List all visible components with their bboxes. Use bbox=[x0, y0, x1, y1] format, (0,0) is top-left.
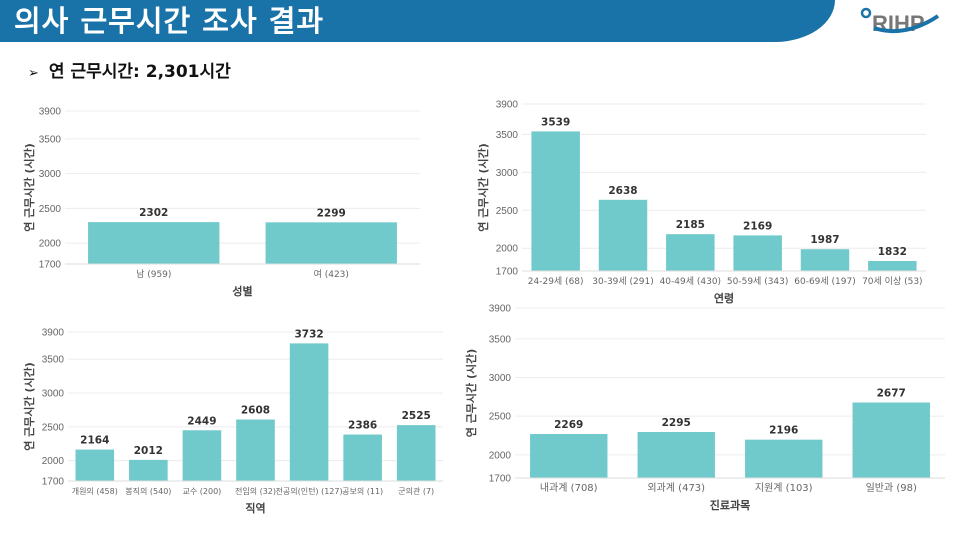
y-tick-label: 2000 bbox=[489, 450, 512, 461]
bar bbox=[265, 222, 397, 264]
x-tick-label: 일반과 (98) bbox=[866, 482, 917, 494]
y-tick-label: 2000 bbox=[42, 456, 65, 467]
x-tick-label: 24-29세 (68) bbox=[528, 276, 584, 287]
bar bbox=[868, 260, 917, 271]
y-axis-title: 연 근무시간 (시간) bbox=[476, 143, 490, 232]
x-tick-label: 공보의 (11) bbox=[342, 486, 383, 496]
x-tick-label: 여 (423) bbox=[314, 268, 349, 280]
x-tick-label: 내과계 (708) bbox=[540, 482, 598, 494]
y-tick-label: 3500 bbox=[42, 355, 65, 366]
bar bbox=[343, 434, 382, 481]
x-tick-label: 30-39세 (291) bbox=[592, 276, 654, 287]
y-tick-label: 1700 bbox=[39, 260, 62, 271]
data-label: 3539 bbox=[541, 116, 570, 128]
data-label: 2608 bbox=[241, 405, 270, 417]
x-tick-label: 군의관 (7) bbox=[398, 486, 434, 496]
bar bbox=[236, 419, 275, 481]
y-tick-label: 3900 bbox=[42, 328, 65, 339]
data-label: 3732 bbox=[294, 328, 323, 340]
data-label: 1987 bbox=[810, 234, 839, 246]
x-tick-label: 50-59세 (343) bbox=[727, 276, 789, 287]
x-tick-label: 개원의 (458) bbox=[72, 486, 118, 496]
x-axis-title: 직역 bbox=[245, 501, 265, 515]
y-axis-title: 연 근무시간 (시간) bbox=[22, 143, 36, 232]
x-tick-label: 지원계 (103) bbox=[755, 482, 813, 494]
y-tick-label: 3000 bbox=[42, 388, 65, 399]
bar bbox=[733, 235, 782, 271]
y-tick-label: 2500 bbox=[489, 412, 512, 423]
y-axis-title: 연 근무시간 (시간) bbox=[464, 349, 478, 438]
bar bbox=[129, 459, 168, 481]
x-tick-label: 70세 이상 (53) bbox=[862, 276, 923, 287]
x-axis-title: 진료과목 bbox=[710, 498, 750, 512]
y-tick-label: 3900 bbox=[39, 107, 62, 118]
y-tick-label: 3000 bbox=[39, 169, 62, 180]
data-label: 2012 bbox=[134, 445, 163, 457]
arrow-right-icon: ➢ bbox=[28, 66, 39, 81]
bar bbox=[852, 402, 930, 478]
y-tick-label: 3000 bbox=[496, 168, 519, 179]
data-label: 2638 bbox=[608, 185, 637, 197]
data-label: 2525 bbox=[402, 410, 431, 422]
summary-text: 연 근무시간: 2,301시간 bbox=[48, 62, 231, 82]
bar bbox=[800, 249, 850, 271]
y-tick-label: 3900 bbox=[496, 100, 519, 111]
y-tick-label: 2000 bbox=[39, 239, 62, 250]
data-label: 2196 bbox=[769, 425, 798, 437]
y-tick-label: 2500 bbox=[39, 204, 62, 215]
header-banner bbox=[0, 0, 835, 42]
data-label: 2449 bbox=[187, 415, 216, 427]
y-tick-label: 3500 bbox=[496, 130, 519, 141]
rihp-logo: RIHP bbox=[860, 7, 940, 36]
page-title: 의사 근무시간 조사 결과 bbox=[14, 4, 325, 38]
bar bbox=[745, 439, 823, 478]
x-axis-title: 연령 bbox=[714, 291, 734, 305]
x-tick-label: 교수 (200) bbox=[183, 487, 222, 496]
y-tick-label: 3000 bbox=[489, 373, 512, 384]
data-label: 2169 bbox=[743, 220, 772, 232]
bar bbox=[531, 131, 580, 271]
y-axis-title: 연 근무시간 (시간) bbox=[22, 362, 36, 451]
data-label: 2269 bbox=[554, 419, 583, 431]
data-label: 2185 bbox=[676, 219, 705, 231]
bar bbox=[666, 234, 715, 271]
bar bbox=[598, 199, 648, 271]
bar bbox=[530, 434, 608, 478]
data-label: 2677 bbox=[877, 388, 906, 400]
x-tick-label: 봉직의 (540) bbox=[125, 486, 171, 496]
data-label: 2295 bbox=[662, 417, 691, 429]
y-tick-label: 1700 bbox=[496, 267, 519, 278]
bar bbox=[75, 449, 115, 481]
y-tick-label: 2500 bbox=[496, 206, 519, 217]
x-tick-label: 남 (959) bbox=[136, 269, 171, 280]
data-label: 1832 bbox=[878, 246, 907, 258]
bar bbox=[88, 222, 220, 264]
bar bbox=[396, 425, 436, 481]
x-tick-label: 전공의(인턴) (127) bbox=[276, 486, 343, 496]
x-axis-title: 성별 bbox=[232, 284, 252, 298]
x-tick-label: 전임의 (32) bbox=[235, 486, 276, 496]
x-tick-label: 외과계 (473) bbox=[647, 482, 705, 494]
summary-line: ➢ 연 근무시간: 2,301시간 bbox=[28, 57, 231, 82]
data-label: 2386 bbox=[348, 420, 377, 432]
bar bbox=[289, 343, 329, 481]
data-label: 2299 bbox=[317, 207, 346, 219]
bar bbox=[637, 432, 715, 478]
y-tick-label: 2500 bbox=[42, 422, 65, 433]
y-tick-label: 3500 bbox=[489, 334, 512, 345]
x-tick-label: 40-49세 (430) bbox=[660, 276, 722, 287]
y-tick-label: 3900 bbox=[489, 304, 512, 315]
bar bbox=[182, 430, 222, 481]
y-tick-label: 1700 bbox=[42, 477, 65, 488]
y-tick-label: 1700 bbox=[489, 474, 512, 485]
y-tick-label: 3500 bbox=[39, 134, 62, 145]
x-tick-label: 60-69세 (197) bbox=[794, 276, 856, 287]
data-label: 2164 bbox=[80, 435, 109, 447]
data-label: 2302 bbox=[139, 207, 168, 219]
y-tick-label: 2000 bbox=[496, 244, 519, 255]
